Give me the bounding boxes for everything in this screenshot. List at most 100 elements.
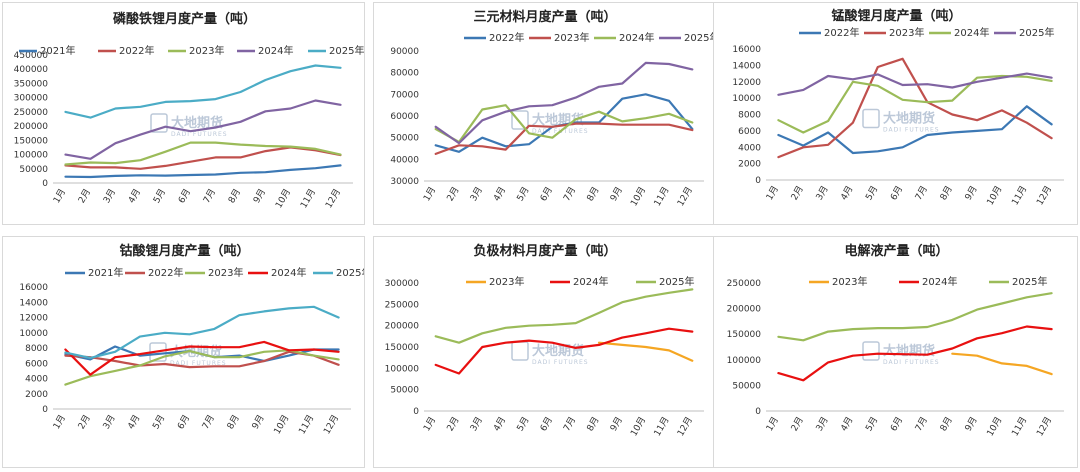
x-tick-label: 1月 [764, 184, 781, 202]
watermark-brand-en: DADI FUTURES [883, 127, 940, 134]
chart-title: 磷酸铁锂月度产量（吨） [113, 11, 256, 27]
x-tick-label: 12月 [675, 185, 695, 208]
x-tick-label: 4月 [839, 184, 856, 202]
series-line-2023年 [434, 122, 694, 155]
x-tick-label: 1月 [764, 415, 781, 433]
y-tick-label: 50000 [390, 386, 419, 396]
x-tick-label: 7月 [201, 187, 218, 205]
lmo-output-chart: 锰酸锂月度产量（吨） 0 2000 4000 6000 8000 10000 12000 140… [732, 8, 1064, 207]
x-tick-label: 8月 [585, 185, 602, 203]
y-tick-label: 50000 [732, 381, 761, 391]
x-tick-label: 10月 [985, 184, 1005, 207]
y-tick-label: 6000 [738, 127, 761, 137]
y-tick-label: 8000 [25, 344, 48, 354]
x-tick-label: 1月 [421, 415, 438, 433]
chart-title: 负极材料月度产量（吨） [473, 243, 616, 259]
y-tick-label: 50000 [390, 134, 419, 144]
x-tick-label: 12月 [1034, 415, 1054, 438]
x-tick-label: 10月 [985, 415, 1005, 438]
legend-label: 2022年 [119, 44, 154, 57]
legend-label: 2025年 [336, 266, 365, 279]
y-tick-label: 150000 [727, 330, 762, 340]
legend-label: 2025年 [329, 44, 364, 57]
x-tick-label: 11月 [1010, 184, 1030, 207]
series-line-2025年 [64, 305, 340, 359]
y-tick-label: 14000 [732, 61, 761, 71]
watermark-brand: 大地期货 [532, 343, 584, 359]
legend-label: 2024年 [619, 31, 654, 44]
series-line-2023年 [777, 57, 1053, 159]
y-tick-label: 450000 [14, 51, 49, 61]
x-tick-label: 2月 [445, 185, 462, 203]
y-tick-label: 12000 [732, 78, 761, 88]
series-line-2024年 [434, 327, 694, 375]
y-tick-label: 4000 [25, 375, 48, 385]
series-line-2024年 [777, 325, 1053, 382]
chart-title: 电解液产量（吨） [844, 243, 948, 259]
x-tick-label: 3月 [101, 187, 118, 205]
series-line-2023年 [951, 352, 1053, 376]
x-tick-label: 8月 [938, 415, 955, 433]
y-tick-label: 80000 [390, 69, 419, 79]
y-tick-label: 10000 [19, 329, 48, 339]
x-tick-label: 4月 [491, 185, 508, 203]
chart-panel-lfp: 磷酸铁锂月度产量（吨） 0 50000 100000 150000 200000 25000… [2, 2, 365, 225]
x-tick-label: 6月 [888, 184, 905, 202]
x-tick-label: 12月 [1034, 184, 1054, 207]
x-tick-label: 12月 [321, 413, 341, 436]
legend-label: 2024年 [922, 275, 957, 288]
x-tick-label: 10月 [272, 413, 292, 436]
y-tick-label: 400000 [14, 65, 49, 75]
x-tick-label: 2月 [76, 413, 93, 431]
y-tick-label: 70000 [390, 90, 419, 100]
y-tick-label: 200000 [727, 305, 762, 315]
y-tick-label: 14000 [19, 298, 48, 308]
chart-title: 锰酸锂月度产量（吨） [831, 8, 961, 24]
x-tick-label: 4月 [491, 415, 508, 433]
y-tick-label: 0 [42, 179, 48, 189]
y-tick-label: 250000 [385, 300, 420, 310]
x-tick-label: 3月 [468, 185, 485, 203]
x-tick-label: 11月 [1010, 415, 1030, 438]
series-line-2024年 [434, 104, 694, 144]
legend-label: 2023年 [208, 266, 243, 279]
x-tick-label: 2月 [789, 184, 806, 202]
legend-label: 2024年 [271, 266, 306, 279]
chart-panel-anode: 负极材料月度产量（吨） 0 50000 100000 150000 200000 25000… [373, 236, 715, 468]
watermark-brand: 大地期货 [883, 111, 935, 127]
series-line-2025年 [434, 288, 694, 344]
x-tick-label: 9月 [250, 413, 267, 431]
legend-label: 2025年 [1012, 275, 1047, 288]
x-tick-label: 8月 [938, 184, 955, 202]
x-tick-label: 5月 [863, 415, 880, 433]
series-line-2023年 [64, 141, 342, 166]
legend-label: 2025年 [1019, 26, 1054, 39]
y-tick-label: 0 [755, 407, 761, 417]
y-tick-label: 60000 [390, 112, 419, 122]
x-tick-label: 10月 [273, 187, 293, 210]
y-tick-label: 150000 [14, 136, 49, 146]
legend-label: 2024年 [258, 44, 293, 57]
x-tick-label: 3月 [468, 415, 485, 433]
x-tick-label: 1月 [51, 413, 68, 431]
y-tick-label: 350000 [14, 79, 49, 89]
watermark-logo-icon [511, 110, 529, 130]
series-line-2023年 [597, 341, 694, 362]
y-tick-label: 0 [42, 405, 48, 415]
x-tick-label: 4月 [839, 415, 856, 433]
ternary-output-chart: 三元材料月度产量（吨） 30000 40000 50000 60000 70000 8000… [390, 9, 714, 208]
y-tick-label: 2000 [738, 160, 761, 170]
anode-output-chart: 负极材料月度产量（吨） 0 50000 100000 150000 200000 25000… [385, 243, 704, 438]
chart-panel-lmo: 锰酸锂月度产量（吨） 0 2000 4000 6000 8000 10000 12000 140… [713, 2, 1078, 225]
legend-label: 2021年 [88, 266, 123, 279]
x-tick-label: 3月 [101, 413, 118, 431]
y-tick-label: 50000 [19, 165, 48, 175]
x-tick-label: 5月 [515, 415, 532, 433]
x-tick-label: 11月 [297, 413, 317, 436]
watermark-brand: 大地期货 [883, 343, 935, 359]
y-tick-label: 250000 [14, 108, 49, 118]
y-tick-label: 6000 [25, 359, 48, 369]
x-tick-label: 6月 [175, 413, 192, 431]
series-line-2025年 [434, 61, 694, 145]
watermark-logo-icon [862, 341, 880, 361]
